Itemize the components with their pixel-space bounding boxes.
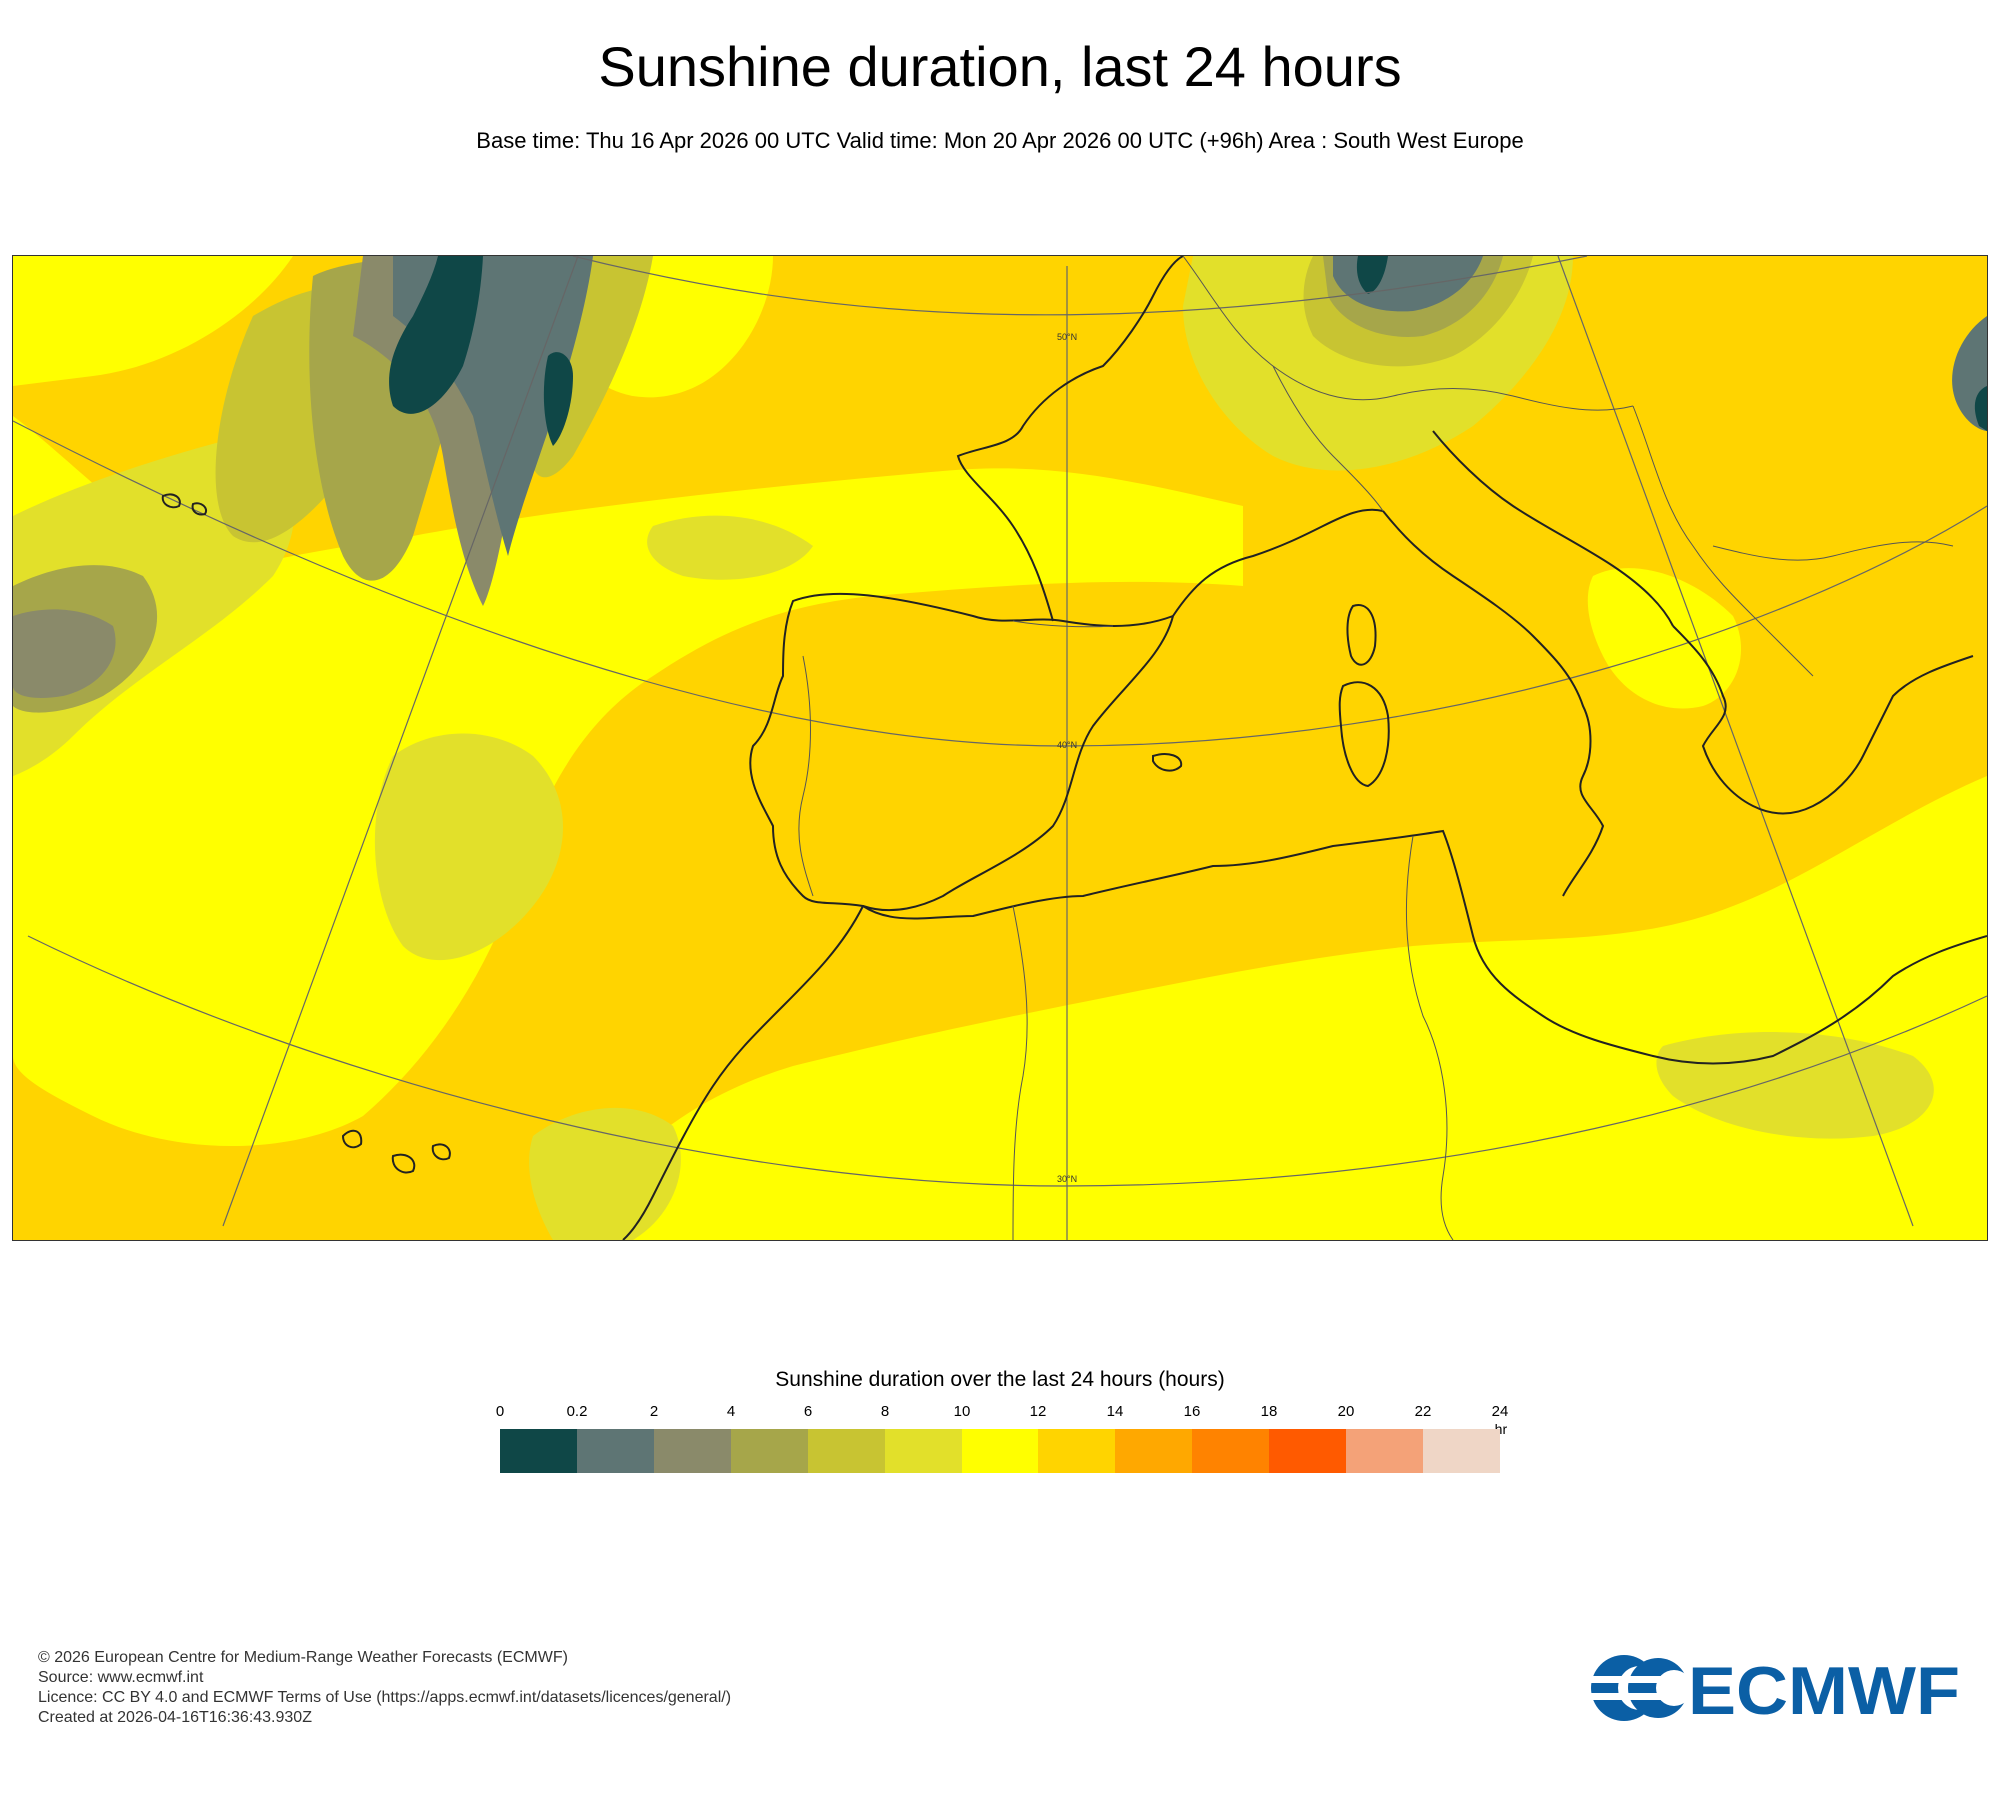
forecast-map: 50°N 40°N 30°N <box>12 255 1988 1241</box>
lat-label-40n: 40°N <box>1057 740 1077 750</box>
legend-swatch <box>1192 1429 1270 1473</box>
legend-tick: 14 <box>1106 1403 1124 1420</box>
legend-swatch <box>1038 1429 1116 1473</box>
border-central-europe <box>1182 256 1634 512</box>
lat-label-50n: 50°N <box>1057 332 1077 342</box>
legend-tick: 10 <box>953 1403 971 1420</box>
parallel-40n <box>13 420 1987 747</box>
legend-ticks: 0 0.2 2 4 6 8 10 12 14 16 18 20 22 24 <box>0 1403 2000 1423</box>
coast-france <box>956 256 1184 622</box>
field-grey-atlantic <box>13 609 116 698</box>
legend-tick: 24 <box>1491 1403 1509 1420</box>
legend-tick: 0.2 <box>566 1403 588 1420</box>
legend-tick: 22 <box>1414 1403 1432 1420</box>
legend-tick: 6 <box>803 1403 813 1420</box>
ecmwf-logo-text: ECMWF <box>1688 1653 1960 1724</box>
legend-swatch <box>1269 1429 1347 1473</box>
legend-swatch <box>1346 1429 1424 1473</box>
forecast-map-svg: 50°N 40°N 30°N <box>13 256 1987 1240</box>
legend-swatch <box>500 1429 577 1473</box>
chart-subtitle: Base time: Thu 16 Apr 2026 00 UTC Valid … <box>476 128 1524 153</box>
coast-italy <box>1382 430 1674 897</box>
field-light-olive-west <box>374 733 563 961</box>
coast-iberia <box>749 592 1175 912</box>
coast-atlantic-africa <box>622 905 864 1240</box>
legend-tick: 12 <box>1029 1403 1047 1420</box>
legend-swatch <box>730 1429 808 1473</box>
legend-colorbar <box>500 1429 1500 1473</box>
border-spain-portugal <box>798 655 814 897</box>
legend-swatch <box>576 1429 654 1473</box>
chart-title: Sunshine duration, last 24 hours <box>598 35 1402 98</box>
coast-france-med <box>1172 508 1384 617</box>
meridian-west <box>222 256 579 1227</box>
graticule <box>13 256 1987 1240</box>
legend-title: Sunshine duration over the last 24 hours… <box>775 1368 1225 1391</box>
coast-sardinia <box>1338 681 1390 788</box>
legend-tick: 2 <box>649 1403 659 1420</box>
legend-swatch <box>1115 1429 1193 1473</box>
legend-tick: 0 <box>495 1403 505 1420</box>
parallel-30n <box>27 935 1987 1187</box>
lat-label-30n: 30°N <box>1057 1174 1077 1184</box>
legend-tick: 18 <box>1260 1403 1278 1420</box>
footer-source: Source: www.ecmwf.int <box>38 1669 204 1686</box>
coast-balkans <box>1672 625 1974 815</box>
legend-swatch <box>884 1429 962 1473</box>
border-spain-france <box>1012 620 1114 628</box>
footer-credits: © 2026 European Centre for Medium-Range … <box>38 1648 731 1728</box>
legend-tick: 16 <box>1183 1403 1201 1420</box>
border-balkans <box>1632 405 1954 677</box>
field-teal-north <box>1356 256 1388 294</box>
field-yellow-atlantic <box>13 256 293 386</box>
field-light-olive-bay <box>647 515 813 580</box>
field-yellow-atlantic-band <box>13 468 1243 1146</box>
legend-tick: 4 <box>726 1403 736 1420</box>
field-light-olive-se <box>1656 1032 1934 1139</box>
ecmwf-logo-mark <box>1588 1655 1692 1721</box>
legend-tick: 8 <box>880 1403 890 1420</box>
coast-azores <box>161 493 207 516</box>
coast-canaries <box>341 1129 451 1174</box>
coastlines <box>161 256 1987 1240</box>
legend-tick: 20 <box>1337 1403 1355 1420</box>
field-teal-west-strip <box>543 352 573 446</box>
field-teal-west <box>389 256 483 414</box>
coast-balearics <box>1152 753 1183 772</box>
country-borders <box>798 256 1954 1240</box>
field-teal-east <box>1974 386 1987 431</box>
border-morocco-algeria <box>1012 905 1028 1240</box>
coast-north-africa <box>862 829 1987 1065</box>
ecmwf-logo: ECMWF <box>1588 1653 1960 1724</box>
legend-swatch <box>961 1429 1039 1473</box>
legend-swatch <box>807 1429 885 1473</box>
field-yellow-balkans <box>1587 568 1742 709</box>
field-yellow-africa <box>573 776 1987 1240</box>
legend-swatch <box>1423 1429 1500 1473</box>
footer-licence: Licence: CC BY 4.0 and ECMWF Terms of Us… <box>38 1689 732 1706</box>
border-algeria-tunisia <box>1405 835 1454 1240</box>
parallel-50n <box>572 256 1588 316</box>
footer-created: Created at 2026-04-16T16:36:43.930Z <box>38 1709 312 1726</box>
footer-copyright: © 2026 European Centre for Medium-Range … <box>38 1649 568 1666</box>
coast-corsica <box>1346 604 1377 666</box>
meridian-east <box>1557 256 1914 1227</box>
legend-swatch <box>653 1429 731 1473</box>
